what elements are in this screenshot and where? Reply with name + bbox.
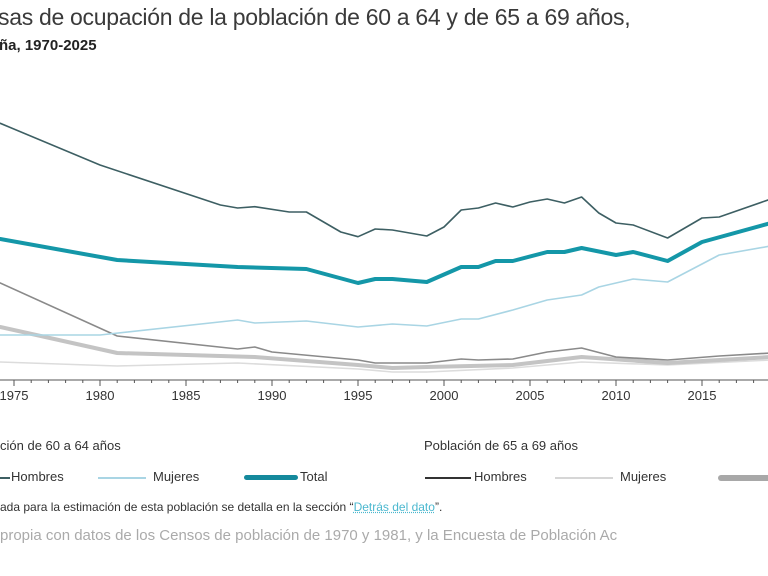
legend-label-total-60-64: Total [300, 469, 328, 484]
series-line-0 [0, 122, 768, 239]
series-line-1 [0, 245, 768, 336]
series-line-4 [0, 359, 768, 373]
legend-swatch-hombres-65-69 [425, 477, 471, 479]
chart-title: sas de ocupación de la población de 60 a… [0, 4, 631, 30]
legend-label-hombres-65-69: Hombres [474, 469, 527, 484]
x-tick-label: 1980 [86, 388, 115, 403]
footnote-text: ada para la estimación de esta población… [0, 500, 354, 514]
x-tick-label: 1985 [172, 388, 201, 403]
legend-label-mujeres-65-69: Mujeres [620, 469, 667, 484]
legend-swatch-mujeres-65-69 [555, 477, 613, 479]
footnote-end: ”. [434, 500, 443, 514]
legend-heading-65-69: Población de 65 a 69 años [424, 438, 578, 453]
legend-swatch-total-60-64 [244, 475, 298, 480]
x-tick-label: 2015 [688, 388, 717, 403]
x-tick-label: 2005 [516, 388, 545, 403]
x-tick-label: 2000 [430, 388, 459, 403]
legend-heading-60-64: ción de 60 a 64 años [0, 438, 121, 453]
legend-label-mujeres-60-64: Mujeres [153, 469, 200, 484]
x-tick-label: 1990 [258, 388, 287, 403]
detras-del-dato-link[interactable]: Detrás del dato [353, 500, 435, 514]
series-line-5 [0, 325, 768, 370]
line-chart: 1975 1980 1985 1990 1995 2000 2005 2010 2015 [0, 122, 768, 403]
legend-swatch-total-65-69 [718, 475, 768, 481]
legend-swatch-mujeres-60-64 [98, 477, 146, 479]
source-text: propia con datos de los Censos de poblac… [0, 527, 618, 544]
legend-swatch-hombres-60-64 [0, 477, 10, 479]
x-tick-label: 1995 [344, 388, 373, 403]
x-tick-label: 1975 [0, 388, 28, 403]
series-line-3 [0, 282, 768, 364]
footnote: ada para la estimación de esta población… [0, 500, 442, 514]
legend-label-hombres-60-64: Hombres [11, 469, 64, 484]
chart-subtitle: ña, 1970-2025 [0, 37, 97, 54]
series-line-2 [0, 221, 768, 285]
x-tick-label: 2010 [602, 388, 631, 403]
